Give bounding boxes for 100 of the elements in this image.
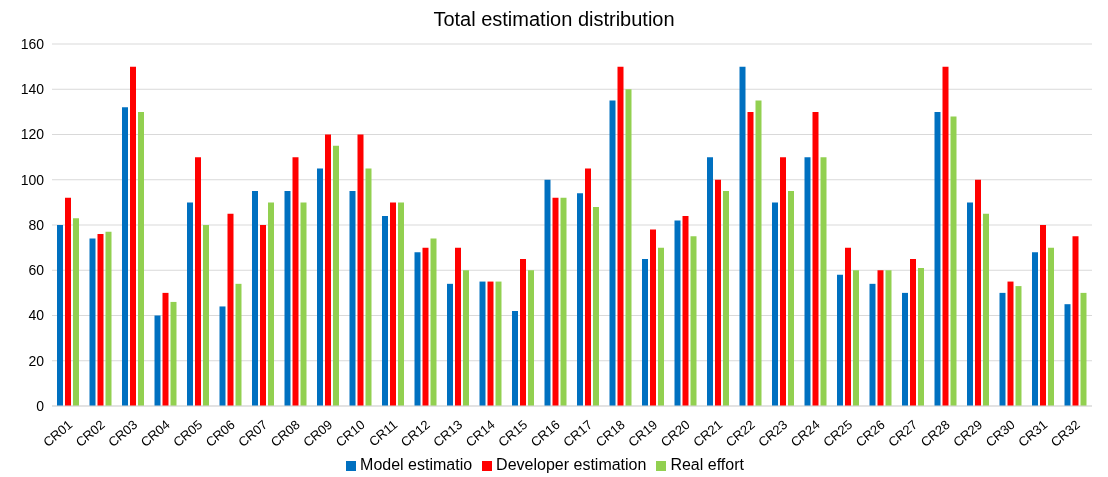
- bar: [747, 111, 754, 406]
- bar: [739, 66, 746, 406]
- bar: [398, 202, 404, 406]
- y-tick-label: 0: [36, 397, 45, 414]
- bar: [268, 202, 274, 406]
- bar: [365, 168, 372, 406]
- bar: [203, 225, 209, 406]
- y-tick-label: 120: [20, 126, 45, 143]
- bar: [999, 292, 1006, 406]
- bar: [235, 283, 242, 406]
- bar: [390, 202, 396, 406]
- bar: [820, 157, 827, 406]
- bar: [1015, 286, 1022, 406]
- bar: [552, 197, 559, 406]
- legend-label: Real effort: [670, 456, 744, 473]
- bar: [942, 66, 949, 406]
- bar: [812, 111, 819, 406]
- y-tick-label: 80: [28, 216, 45, 233]
- bar: [902, 292, 908, 406]
- bar: [1007, 281, 1014, 406]
- bar: [89, 238, 96, 406]
- bar: [682, 215, 689, 406]
- y-tick-label: 160: [20, 35, 45, 52]
- bar: [585, 168, 591, 406]
- bar: [487, 281, 494, 406]
- bar: [317, 168, 323, 406]
- bar: [162, 292, 169, 406]
- bar: [284, 191, 291, 406]
- bar: [300, 202, 307, 406]
- bar: [154, 315, 161, 406]
- bar: [382, 215, 388, 406]
- bar: [885, 270, 892, 406]
- bar: [593, 206, 599, 406]
- bar: [170, 301, 177, 406]
- y-tick-label: 40: [28, 307, 45, 324]
- bar: [520, 258, 526, 406]
- bar: [73, 218, 79, 406]
- bar: [528, 270, 534, 406]
- bar: [609, 100, 616, 406]
- y-tick-label: 140: [20, 81, 45, 98]
- bar: [845, 247, 851, 406]
- y-tick-label: 20: [28, 352, 45, 369]
- bar: [723, 191, 729, 406]
- bar: [422, 247, 429, 406]
- bar: [658, 247, 664, 406]
- bar: [544, 179, 551, 406]
- bar: [130, 66, 136, 406]
- bar: [97, 234, 104, 406]
- bar: [853, 270, 859, 406]
- bar: [625, 89, 632, 406]
- bar: [910, 258, 916, 406]
- bar: [950, 116, 957, 406]
- bar: [187, 202, 193, 406]
- y-tick-label: 100: [20, 171, 45, 188]
- bar: [349, 191, 356, 406]
- bar: [934, 111, 941, 406]
- bar: [577, 193, 583, 406]
- bar: [105, 231, 112, 406]
- bar: [1064, 304, 1071, 406]
- bar: [755, 100, 762, 406]
- bar: [869, 283, 876, 406]
- bar: [252, 191, 258, 406]
- bar: [1072, 236, 1079, 406]
- bar: [560, 197, 567, 406]
- bar: [690, 236, 697, 406]
- y-tick-label: 60: [28, 262, 45, 279]
- bar: [877, 270, 884, 406]
- bar: [1032, 252, 1038, 406]
- bar: [772, 202, 778, 406]
- bar: [837, 274, 843, 406]
- bar: [918, 267, 924, 406]
- bar: [495, 281, 502, 406]
- legend-label: Model estimatio: [360, 456, 473, 473]
- bar: [1080, 292, 1087, 406]
- bar: [138, 111, 144, 406]
- bar: [227, 213, 234, 406]
- bar: [195, 157, 201, 406]
- bar: [1048, 247, 1054, 406]
- bar: [967, 202, 973, 406]
- bar: [333, 145, 339, 406]
- bar: [414, 252, 421, 406]
- bar: [65, 197, 71, 406]
- bar: [57, 225, 63, 406]
- bar: [715, 179, 721, 406]
- bar: [479, 281, 486, 406]
- bar: [780, 157, 786, 406]
- bar: [219, 306, 226, 406]
- bar: [447, 283, 453, 406]
- bar: [1040, 225, 1046, 406]
- bar: [804, 157, 811, 406]
- bar: [512, 310, 518, 406]
- bar: [707, 157, 713, 406]
- bar: [975, 179, 981, 406]
- chart-title: Total estimation distribution: [432, 8, 676, 32]
- bar: [674, 220, 681, 406]
- bar: [463, 270, 469, 406]
- bar: [650, 229, 656, 406]
- bar: [983, 213, 989, 406]
- bar: [357, 134, 364, 406]
- bar: [325, 134, 331, 406]
